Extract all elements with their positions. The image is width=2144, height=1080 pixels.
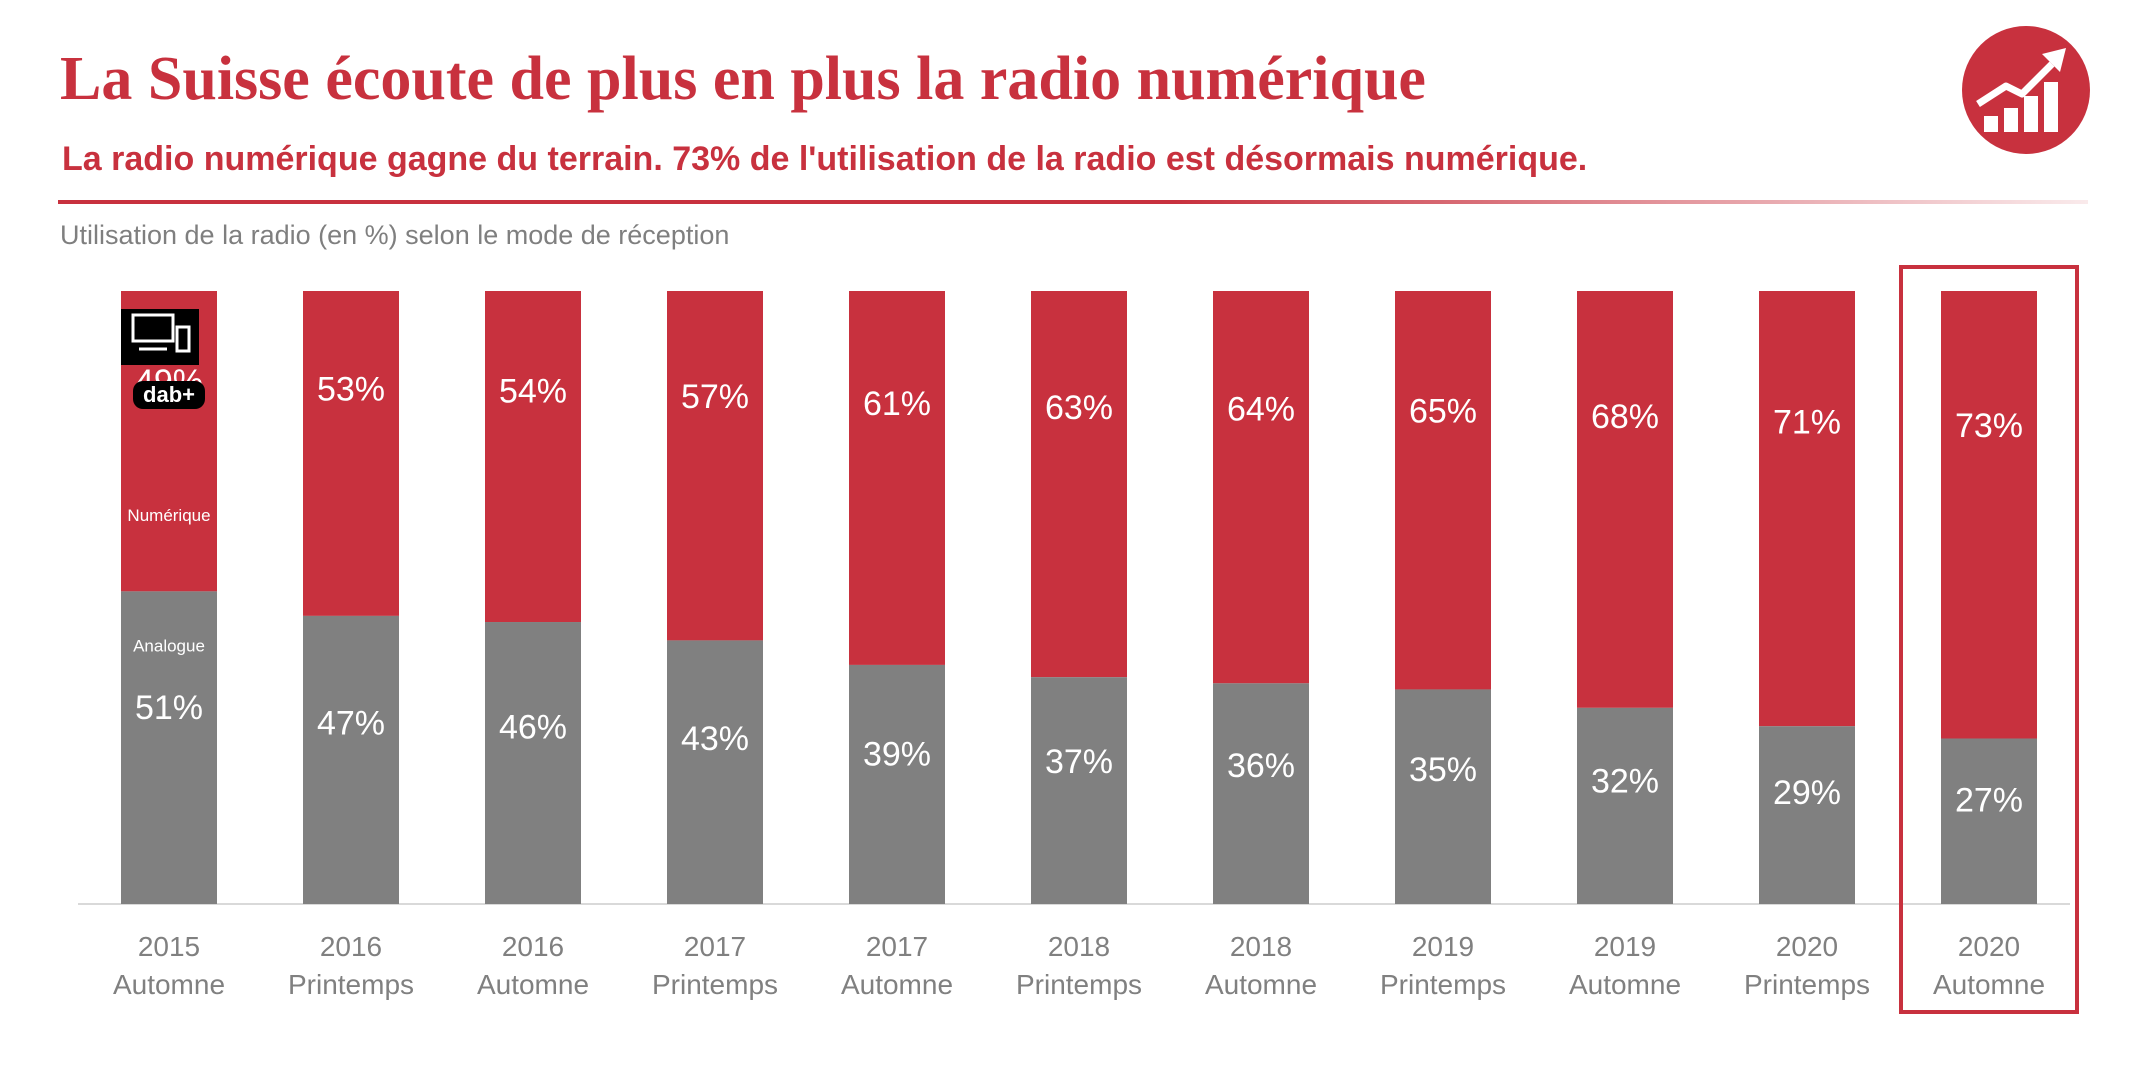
bar-numerique bbox=[1577, 291, 1673, 708]
data-label-numerique: 61% bbox=[863, 385, 931, 423]
category-label-season: Printemps bbox=[1016, 969, 1142, 1000]
page-title: La Suisse écoute de plus en plus la radi… bbox=[60, 45, 1426, 113]
legend-label-analogue: Analogue bbox=[133, 636, 205, 655]
category-label-year: 2019 bbox=[1594, 931, 1656, 962]
bar-analogue bbox=[1941, 738, 2037, 904]
category-label-season: Automne bbox=[1569, 969, 1681, 1000]
title-divider bbox=[58, 200, 2088, 204]
computer-icon bbox=[121, 309, 199, 365]
category-label-year: 2020 bbox=[1776, 931, 1838, 962]
trending-up-chart-icon bbox=[1962, 26, 2090, 154]
bar-analogue bbox=[1031, 677, 1127, 904]
data-label-numerique: 54% bbox=[499, 372, 567, 410]
dab-plus-icon: dab+ bbox=[133, 381, 205, 409]
data-label-analogue: 37% bbox=[1045, 743, 1113, 781]
category-label-season: Automne bbox=[841, 969, 953, 1000]
category-label-year: 2017 bbox=[866, 931, 928, 962]
bar-analogue bbox=[1213, 683, 1309, 904]
bar-numerique bbox=[667, 291, 763, 641]
data-label-analogue: 47% bbox=[317, 704, 385, 742]
bar-numerique bbox=[849, 291, 945, 665]
bar-numerique bbox=[303, 291, 399, 616]
bar-numerique bbox=[485, 291, 581, 623]
data-label-numerique: 71% bbox=[1773, 404, 1841, 442]
category-label-season: Printemps bbox=[1380, 969, 1506, 1000]
category-label-year: 2017 bbox=[684, 931, 746, 962]
highlight-frame bbox=[1899, 265, 2079, 1014]
data-label-analogue: 43% bbox=[681, 720, 749, 758]
bar-numerique bbox=[1031, 291, 1127, 678]
svg-text:dab+: dab+ bbox=[143, 382, 195, 407]
category-label-season: Printemps bbox=[288, 969, 414, 1000]
bar-analogue bbox=[1759, 726, 1855, 904]
data-label-numerique: 68% bbox=[1591, 398, 1659, 436]
data-label-analogue: 46% bbox=[499, 708, 567, 746]
chart-title: Utilisation de la radio (en %) selon le … bbox=[60, 220, 730, 250]
data-label-numerique: 65% bbox=[1409, 393, 1477, 431]
data-label-analogue: 36% bbox=[1227, 747, 1295, 785]
bar-analogue bbox=[849, 664, 945, 904]
bar-analogue bbox=[485, 622, 581, 904]
data-label-analogue: 27% bbox=[1955, 782, 2023, 820]
data-label-numerique: 53% bbox=[317, 370, 385, 408]
bar-numerique bbox=[1759, 291, 1855, 727]
data-label-numerique: 64% bbox=[1227, 391, 1295, 429]
data-label-analogue: 35% bbox=[1409, 751, 1477, 789]
category-label-year: 2015 bbox=[138, 931, 200, 962]
bar-numerique bbox=[1213, 291, 1309, 684]
data-label-analogue: 29% bbox=[1773, 774, 1841, 812]
data-label-analogue: 51% bbox=[135, 689, 203, 727]
bar-numerique bbox=[1941, 291, 2037, 739]
bar-numerique bbox=[1395, 291, 1491, 690]
data-label-analogue: 39% bbox=[863, 735, 931, 773]
legend-label-numerique: Numérique bbox=[127, 506, 210, 525]
bar-analogue bbox=[1577, 707, 1673, 904]
category-label-season: Automne bbox=[1205, 969, 1317, 1000]
data-label-numerique: 57% bbox=[681, 378, 749, 416]
data-label-analogue: 32% bbox=[1591, 762, 1659, 800]
category-label-year: 2018 bbox=[1230, 931, 1292, 962]
category-label-season: Automne bbox=[477, 969, 589, 1000]
category-label-year: 2020 bbox=[1958, 931, 2020, 962]
bar-analogue bbox=[303, 615, 399, 904]
bar-analogue bbox=[667, 640, 763, 904]
data-label-numerique: 73% bbox=[1955, 407, 2023, 445]
page-subtitle: La radio numérique gagne du terrain. 73%… bbox=[62, 140, 1588, 178]
bar-analogue bbox=[121, 591, 217, 904]
category-label-season: Printemps bbox=[1744, 969, 1870, 1000]
category-label-season: Printemps bbox=[652, 969, 778, 1000]
category-label-year: 2019 bbox=[1412, 931, 1474, 962]
data-label-numerique: 63% bbox=[1045, 389, 1113, 427]
category-label-year: 2016 bbox=[320, 931, 382, 962]
category-label-year: 2018 bbox=[1048, 931, 1110, 962]
category-label-year: 2016 bbox=[502, 931, 564, 962]
category-label-season: Automne bbox=[1933, 969, 2045, 1000]
category-label-season: Automne bbox=[113, 969, 225, 1000]
bar-analogue bbox=[1395, 689, 1491, 904]
